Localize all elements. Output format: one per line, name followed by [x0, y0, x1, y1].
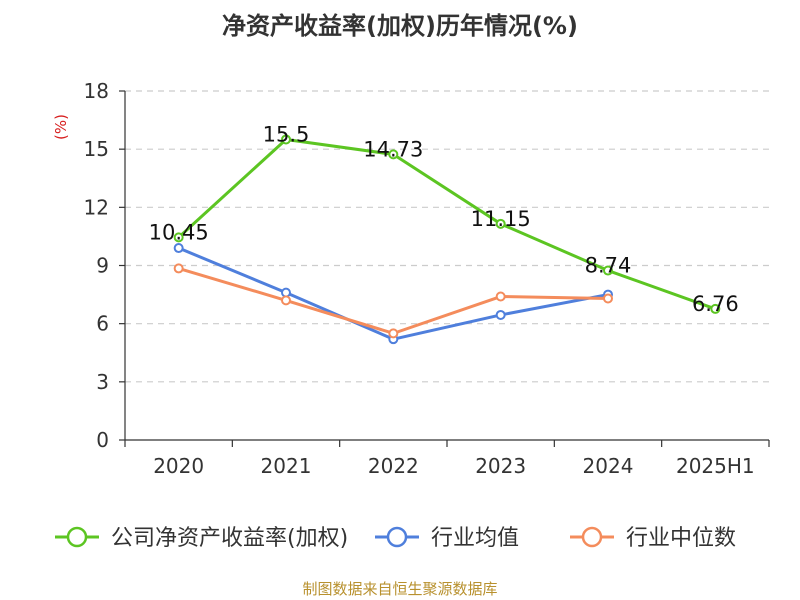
series-1-point-0	[173, 243, 184, 254]
legend-label-1: 行业均值	[431, 526, 519, 551]
series-0-point-5	[710, 303, 721, 314]
x-tick-label-2021: 2021	[261, 454, 312, 478]
legend-item-2[interactable]: 行业中位数	[570, 526, 736, 551]
x-tick-label-2025H1: 2025H1	[676, 454, 755, 478]
series-0-point-0	[173, 232, 184, 243]
series-2-point-3	[495, 291, 506, 302]
data-label-2: 14.73	[363, 137, 423, 161]
series-line-1	[178, 246, 609, 341]
y-tick-label-3: 3	[96, 370, 109, 394]
y-tick-label-15: 15	[84, 137, 109, 161]
series-2-point-2	[388, 328, 399, 339]
legend-item-1[interactable]: 行业均值	[375, 526, 519, 551]
data-label-3: 11.15	[471, 207, 531, 231]
y-tick-label-6: 6	[96, 312, 109, 336]
legend-marker-1	[386, 526, 408, 548]
series-0-point-2	[388, 149, 399, 160]
x-tick-label-2024: 2024	[583, 454, 634, 478]
data-labels: 10.45 15.5 14.73 11.15 8.74 6.76	[149, 122, 739, 315]
axes: 0 3 6 9 12 15 18 2020 2021 2022 2023 2024 2025H1	[84, 79, 770, 478]
y-tick-label-18: 18	[84, 79, 109, 103]
series-line-0	[177, 137, 716, 311]
source-note: 制图数据来自恒生聚源数据库	[302, 580, 498, 598]
y-tick-label-0: 0	[96, 428, 109, 452]
x-tick-label-2020: 2020	[153, 454, 204, 478]
y-axis-label: (%)	[52, 114, 70, 140]
legend[interactable]: 公司净资产收益率(加权) 行业均值 行业中位数	[55, 526, 736, 551]
series-2-point-4	[603, 293, 613, 304]
y-tick-label-9: 9	[96, 254, 109, 278]
grid-lines	[125, 90, 769, 383]
legend-marker-0	[66, 526, 88, 548]
legend-marker-2	[581, 526, 603, 548]
series-0-point-3	[495, 218, 506, 229]
series-1-point-3	[495, 309, 506, 320]
legend-item-0[interactable]: 公司净资产收益率(加权)	[55, 526, 348, 551]
legend-label-0: 公司净资产收益率(加权)	[111, 526, 348, 551]
series-2-point-0	[173, 263, 184, 274]
legend-label-2: 行业中位数	[626, 526, 736, 551]
chart-title: 净资产收益率(加权)历年情况(%)	[222, 12, 578, 40]
data-label-1: 15.5	[263, 122, 310, 146]
x-tick-label-2023: 2023	[475, 454, 526, 478]
series-0-point-4	[603, 265, 613, 276]
data-label-5: 6.76	[692, 292, 739, 316]
series-group	[173, 134, 721, 345]
data-label-0: 10.45	[149, 220, 209, 244]
data-label-4: 8.74	[585, 254, 632, 278]
y-tick-label-12: 12	[84, 195, 109, 219]
series-0-point-1	[281, 134, 291, 145]
series-2-point-1	[281, 295, 291, 306]
x-tick-label-2022: 2022	[368, 454, 419, 478]
